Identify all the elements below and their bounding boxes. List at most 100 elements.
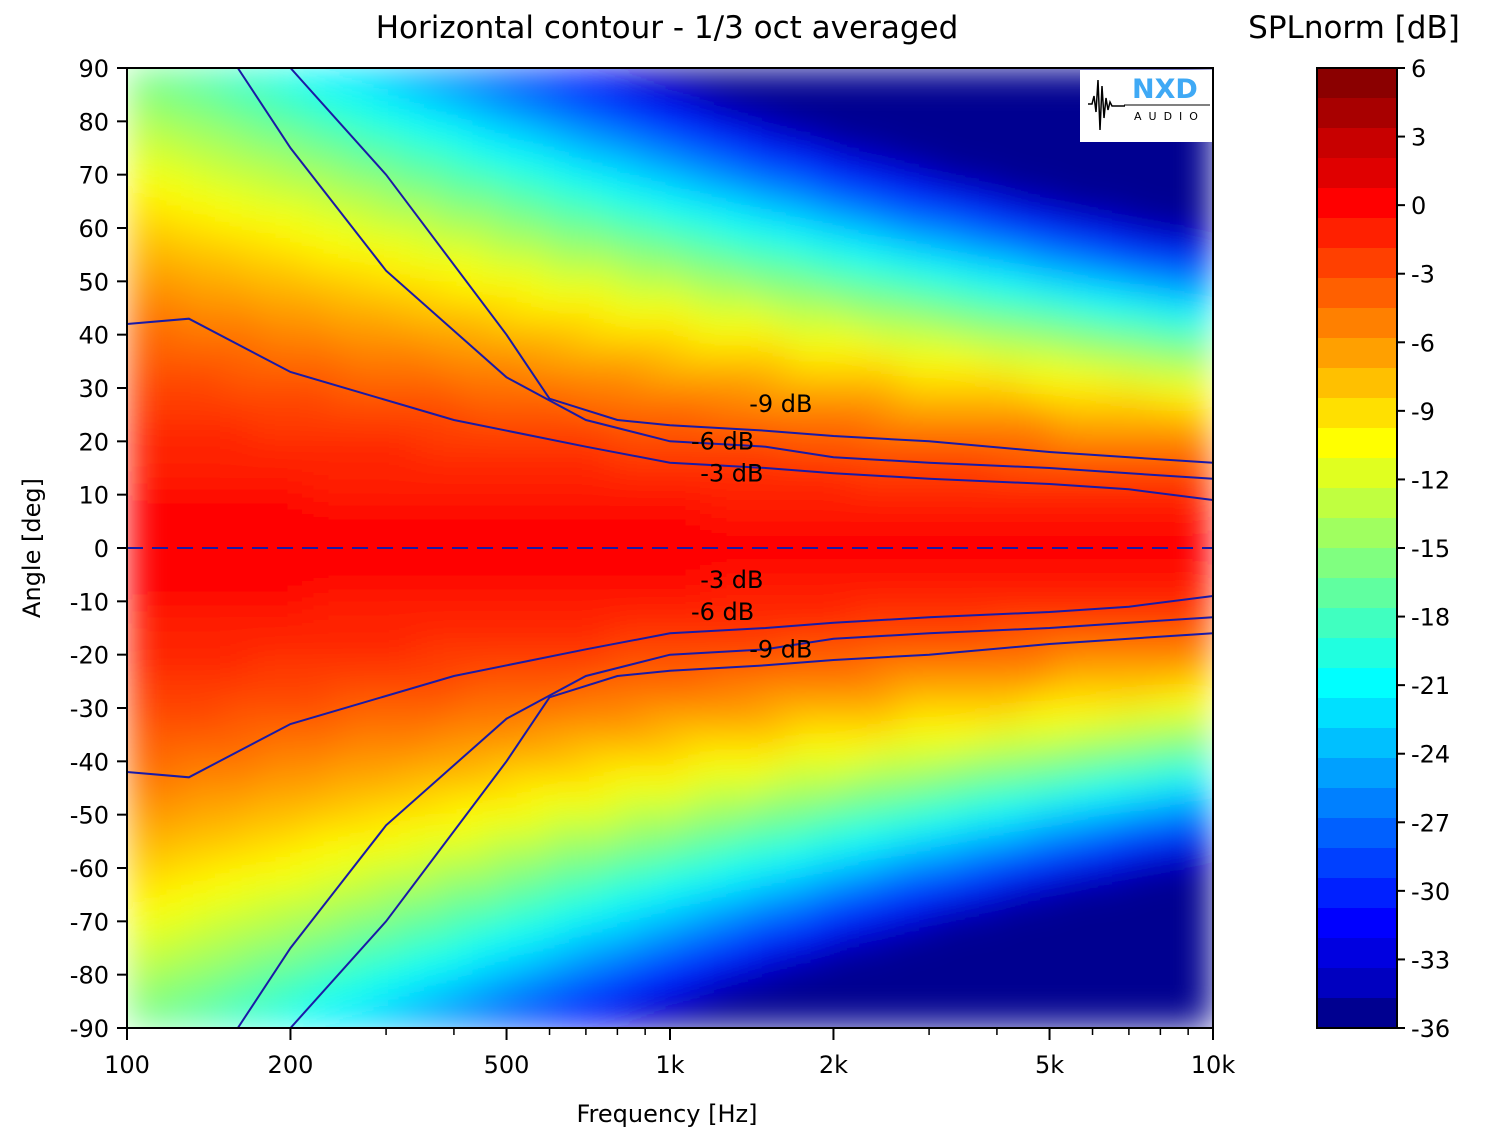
heat-cell — [729, 355, 743, 373]
heat-cell — [838, 867, 852, 885]
heat-cell — [331, 947, 345, 965]
heat-cell — [476, 819, 490, 837]
heat-cell — [1031, 979, 1045, 997]
heat-cell — [198, 131, 212, 149]
heat-cell — [186, 659, 200, 677]
heat-cell — [560, 771, 574, 789]
heat-cell — [1091, 563, 1105, 581]
heat-cell — [898, 83, 912, 101]
heat-cell — [585, 291, 599, 309]
heat-cell — [983, 915, 997, 933]
heat-cell — [428, 259, 442, 277]
heat-cell — [609, 563, 623, 581]
heat-cell — [766, 419, 780, 437]
heat-cell — [1031, 419, 1045, 437]
heat-cell — [681, 867, 695, 885]
heat-cell — [295, 739, 309, 757]
heat-cell — [790, 483, 804, 501]
heat-cell — [959, 723, 973, 741]
heat-cell — [560, 259, 574, 277]
heat-cell — [186, 387, 200, 405]
heat-cell — [790, 99, 804, 117]
heat-cell — [476, 563, 490, 581]
heat-cell — [1103, 611, 1117, 629]
heat-cell — [295, 611, 309, 629]
heat-cell — [790, 595, 804, 613]
heat-cell — [464, 979, 478, 997]
heat-cell — [512, 755, 526, 773]
heat-cell — [597, 1011, 611, 1028]
heat-cell — [778, 99, 792, 117]
heat-cell — [548, 147, 562, 165]
heat-cell — [416, 179, 430, 197]
heat-cell — [452, 403, 466, 421]
heat-cell — [319, 739, 333, 757]
heat-cell — [488, 851, 502, 869]
heat-cell — [500, 115, 514, 133]
heat-cell — [283, 499, 297, 517]
heat-cell — [597, 995, 611, 1013]
heat-cell — [814, 787, 828, 805]
heat-cell — [597, 371, 611, 389]
heat-cell — [1055, 899, 1069, 917]
heat-cell — [186, 755, 200, 773]
heat-cell — [295, 931, 309, 949]
heat-cell — [186, 931, 200, 949]
heat-cell — [705, 771, 719, 789]
heat-cell — [404, 163, 418, 181]
heat-cell — [971, 1011, 985, 1028]
heat-cell — [379, 467, 393, 485]
heat-cell — [898, 595, 912, 613]
heat-cell — [633, 915, 647, 933]
heat-cell — [681, 131, 695, 149]
heat-cell — [1115, 691, 1130, 709]
heat-cell — [416, 995, 430, 1013]
heat-cell — [729, 307, 743, 325]
heat-cell — [609, 915, 623, 933]
heat-cell — [464, 691, 478, 709]
heat-cell — [983, 867, 997, 885]
heat-cell — [548, 483, 562, 501]
heat-cell — [1019, 387, 1033, 405]
heat-cell — [910, 99, 924, 117]
heat-cell — [753, 339, 768, 357]
heat-cell — [379, 963, 393, 981]
heat-cell — [753, 259, 768, 277]
heat-cell — [838, 899, 852, 917]
heat-cell — [162, 595, 176, 613]
heat-cell — [790, 68, 804, 85]
heat-cell — [440, 307, 454, 325]
heat-cell — [693, 243, 707, 261]
heat-cell — [355, 291, 369, 309]
heat-cell — [476, 659, 490, 677]
heat-cell — [790, 707, 804, 725]
heat-cell — [609, 211, 623, 229]
heat-cell — [814, 819, 828, 837]
heat-cell — [1007, 131, 1021, 149]
heat-cell — [186, 867, 200, 885]
heat-cell — [681, 819, 695, 837]
heat-cell — [910, 723, 924, 741]
heat-cell — [572, 355, 587, 373]
heat-cell — [210, 611, 225, 629]
heat-cell — [753, 803, 768, 821]
heat-cell — [536, 899, 550, 917]
heat-cell — [295, 131, 309, 149]
heat-cell — [524, 547, 538, 565]
heat-cell — [995, 659, 1009, 677]
heat-cell — [536, 819, 550, 837]
heat-cell — [729, 931, 743, 949]
heat-cell — [886, 131, 900, 149]
heat-cell — [633, 691, 647, 709]
heat-cell — [826, 995, 840, 1013]
heat-cell — [669, 99, 683, 117]
heat-cell — [959, 675, 973, 693]
heat-cell — [379, 819, 393, 837]
heat-cell — [1031, 915, 1045, 933]
heat-cell — [705, 99, 719, 117]
heat-cell — [1007, 787, 1021, 805]
heat-cell — [862, 387, 876, 405]
heat-cell — [271, 835, 285, 853]
heat-cell — [138, 371, 152, 389]
heat-cell — [597, 99, 611, 117]
